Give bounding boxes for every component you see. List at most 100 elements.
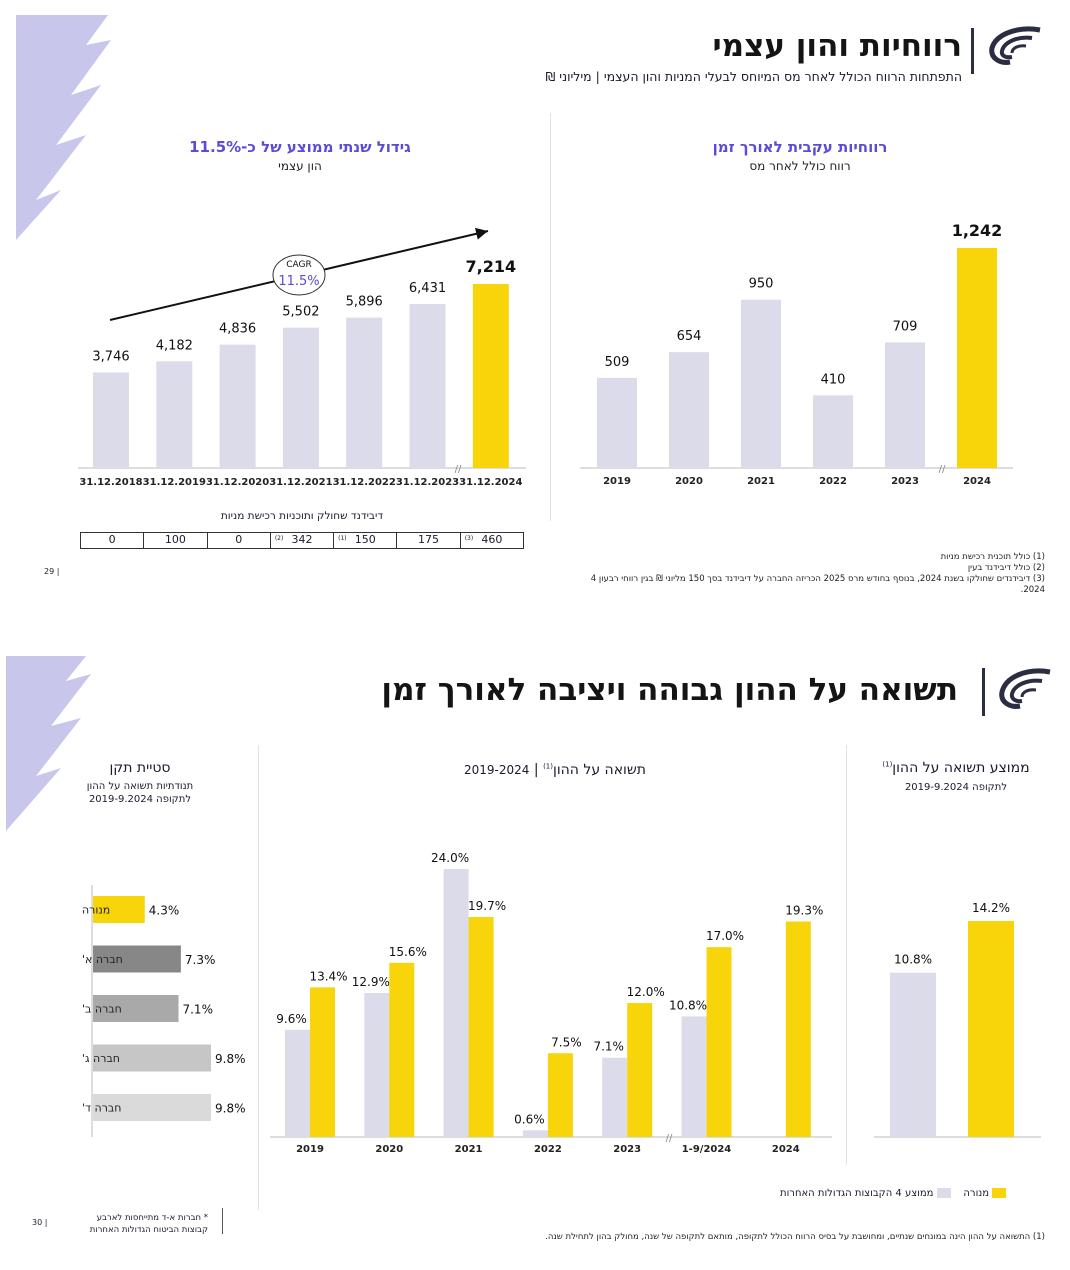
x-tick-label: 2019 bbox=[296, 1144, 324, 1155]
y-tick-label: חברה ב' bbox=[82, 1003, 122, 1016]
decorative-brush-stroke bbox=[16, 15, 111, 240]
legend-swatch-menora bbox=[992, 1188, 1007, 1198]
decorative-brush-stroke bbox=[6, 656, 91, 831]
data-label: 509 bbox=[605, 355, 630, 370]
net-profit-bar-chart: 509 2019 654 2020 950 2021 410 2022 709 2023 1,242… bbox=[580, 221, 1013, 487]
x-tick-label: 2021 bbox=[747, 476, 775, 487]
roe-chart-period: 2019-2024 bbox=[464, 763, 530, 777]
slide-roe: תשואה על ההון גבוהה ויציבה לאורך זמן ממו… bbox=[0, 640, 1070, 1270]
avg-roe-bar-chart: 10.8% 14.2% bbox=[874, 901, 1041, 1138]
bar bbox=[93, 995, 179, 1022]
slide-subtitle: התפתחות הרווח הכולל לאחר מס המיוחס לבעלי… bbox=[545, 69, 963, 84]
bar bbox=[346, 317, 383, 468]
bar bbox=[468, 917, 494, 1137]
x-tick-label: 1-9/2024 bbox=[682, 1144, 732, 1155]
data-label: 7.1% bbox=[593, 1040, 624, 1054]
bar bbox=[409, 303, 446, 468]
dividend-cell: 460 (3) bbox=[459, 533, 523, 548]
legend-label-menora: מנורה bbox=[963, 1188, 990, 1199]
roe-grouped-bar-chart: 9.6% 13.4% 2019 12.9% 15.6% 2020 24.0% 19.7% 202… bbox=[270, 851, 832, 1155]
menora-logo-icon bbox=[999, 668, 1051, 709]
axis-break-mark: // bbox=[455, 464, 462, 475]
avg-roe-title: ממוצע תשואה על ההון bbox=[892, 760, 1030, 776]
data-label: 7.1% bbox=[182, 1003, 213, 1017]
dividend-cell: 175 bbox=[396, 533, 459, 548]
bar bbox=[885, 342, 925, 468]
data-label: 9.6% bbox=[276, 1012, 307, 1026]
bar bbox=[285, 1029, 310, 1137]
title-divider bbox=[971, 28, 974, 74]
page-number: 30 | bbox=[32, 1218, 48, 1227]
data-label: 1,242 bbox=[952, 221, 1003, 240]
bar bbox=[597, 377, 637, 468]
chart-divider bbox=[550, 113, 551, 521]
x-tick-label: 2020 bbox=[675, 476, 703, 487]
std-dev-title: סטיית תקן bbox=[109, 760, 171, 776]
avg-roe-sup: (1) bbox=[882, 760, 893, 769]
slide-title: תשואה על ההון גבוהה ויציבה לאורך זמן bbox=[381, 672, 958, 708]
data-label: 950 bbox=[749, 277, 774, 292]
dividend-footnote-ref: (1) bbox=[338, 535, 347, 542]
net-profit-chart-subtitle: רווח כולל לאחר מס bbox=[749, 159, 851, 173]
x-tick-label: 2022 bbox=[534, 1144, 562, 1155]
page-number: 29 | bbox=[44, 567, 60, 576]
data-label: 24.0% bbox=[431, 851, 469, 865]
dividend-cell: 342 (2) bbox=[269, 533, 333, 548]
page-number-value: 29 bbox=[44, 567, 55, 576]
data-label: 5,896 bbox=[346, 295, 383, 310]
std-dev-subtitle-2: לתקופה 2019-9.2024 bbox=[88, 794, 192, 805]
std-dev-subtitle-1: תנודתיות תשואה על ההון bbox=[86, 781, 194, 792]
data-label: 9.8% bbox=[215, 1052, 246, 1066]
footnote-2: (2) כולל דיבידנד בעין bbox=[967, 563, 1045, 573]
legend-swatch-others bbox=[936, 1188, 951, 1198]
bar bbox=[443, 869, 469, 1137]
bar bbox=[310, 987, 335, 1137]
footer-divider bbox=[222, 1208, 223, 1234]
dividend-cell: 0 bbox=[81, 533, 143, 548]
bar bbox=[93, 1094, 211, 1121]
data-label: 4,836 bbox=[219, 322, 256, 337]
data-label: 17.0% bbox=[706, 929, 744, 943]
dividend-footnote-ref: (3) bbox=[464, 535, 474, 542]
data-label: 10.8% bbox=[669, 998, 707, 1012]
dividend-value: 0 bbox=[235, 533, 243, 546]
bar bbox=[93, 372, 129, 468]
data-label: 10.8% bbox=[894, 953, 932, 967]
bar bbox=[93, 945, 181, 973]
legend-label-others: ממוצע 4 הקבוצות הגדולות האחרות bbox=[780, 1188, 934, 1199]
data-label: 12.0% bbox=[627, 985, 665, 999]
cagr-bubble bbox=[272, 254, 326, 296]
equity-chart-subtitle: הון עצמי bbox=[278, 159, 322, 173]
data-label: 0.6% bbox=[514, 1112, 545, 1126]
bar bbox=[282, 327, 319, 468]
bar bbox=[522, 1130, 548, 1137]
bar bbox=[681, 1016, 707, 1137]
bar bbox=[706, 947, 732, 1137]
axis-break-mark: // bbox=[939, 464, 946, 475]
dividend-table: 0 100 0 342 (2) 150 (1) 175 460 (3) bbox=[80, 532, 524, 549]
dividend-value: 150 bbox=[354, 533, 376, 546]
data-label: 4.3% bbox=[149, 904, 180, 918]
x-tick-label: 31.12.2021 bbox=[269, 477, 332, 488]
slide-profitability: רווחיות והון עצמי התפתחות הרווח הכולל לא… bbox=[0, 0, 1070, 620]
dividend-value: 175 bbox=[418, 533, 440, 546]
dividend-footnote-ref: (2) bbox=[274, 535, 284, 542]
roe-chart-title: תשואה על ההון bbox=[553, 762, 646, 778]
data-label: 7.5% bbox=[551, 1035, 582, 1049]
x-tick-label: 31.12.2018 bbox=[79, 477, 142, 488]
x-tick-label: 31.12.2019 bbox=[143, 477, 206, 488]
data-label: 654 bbox=[677, 329, 702, 344]
data-label: 4,182 bbox=[156, 338, 193, 353]
menora-logo-icon bbox=[989, 26, 1041, 65]
x-tick-label: 2023 bbox=[613, 1144, 641, 1155]
net-profit-chart-title: רווחיות עקבית לאורך זמן bbox=[712, 138, 888, 156]
std-dev-horizontal-bar-chart: 4.3% מנורה 7.3% חברה א' 7.1% חברה ב' 9.8% חברה … bbox=[82, 885, 246, 1137]
cagr-value: 11.5% bbox=[278, 274, 319, 289]
data-label: 12.9% bbox=[352, 975, 390, 989]
bar bbox=[813, 395, 853, 468]
bar bbox=[669, 352, 709, 468]
footnote: (1) התשואה על ההון הינה במונחים שנתיים, … bbox=[545, 1232, 1045, 1242]
y-tick-label: חברה א' bbox=[82, 953, 123, 966]
dividend-title: דיבידנד שחולק ותוכניות רכישת מניות bbox=[220, 510, 384, 522]
bar bbox=[472, 284, 509, 468]
